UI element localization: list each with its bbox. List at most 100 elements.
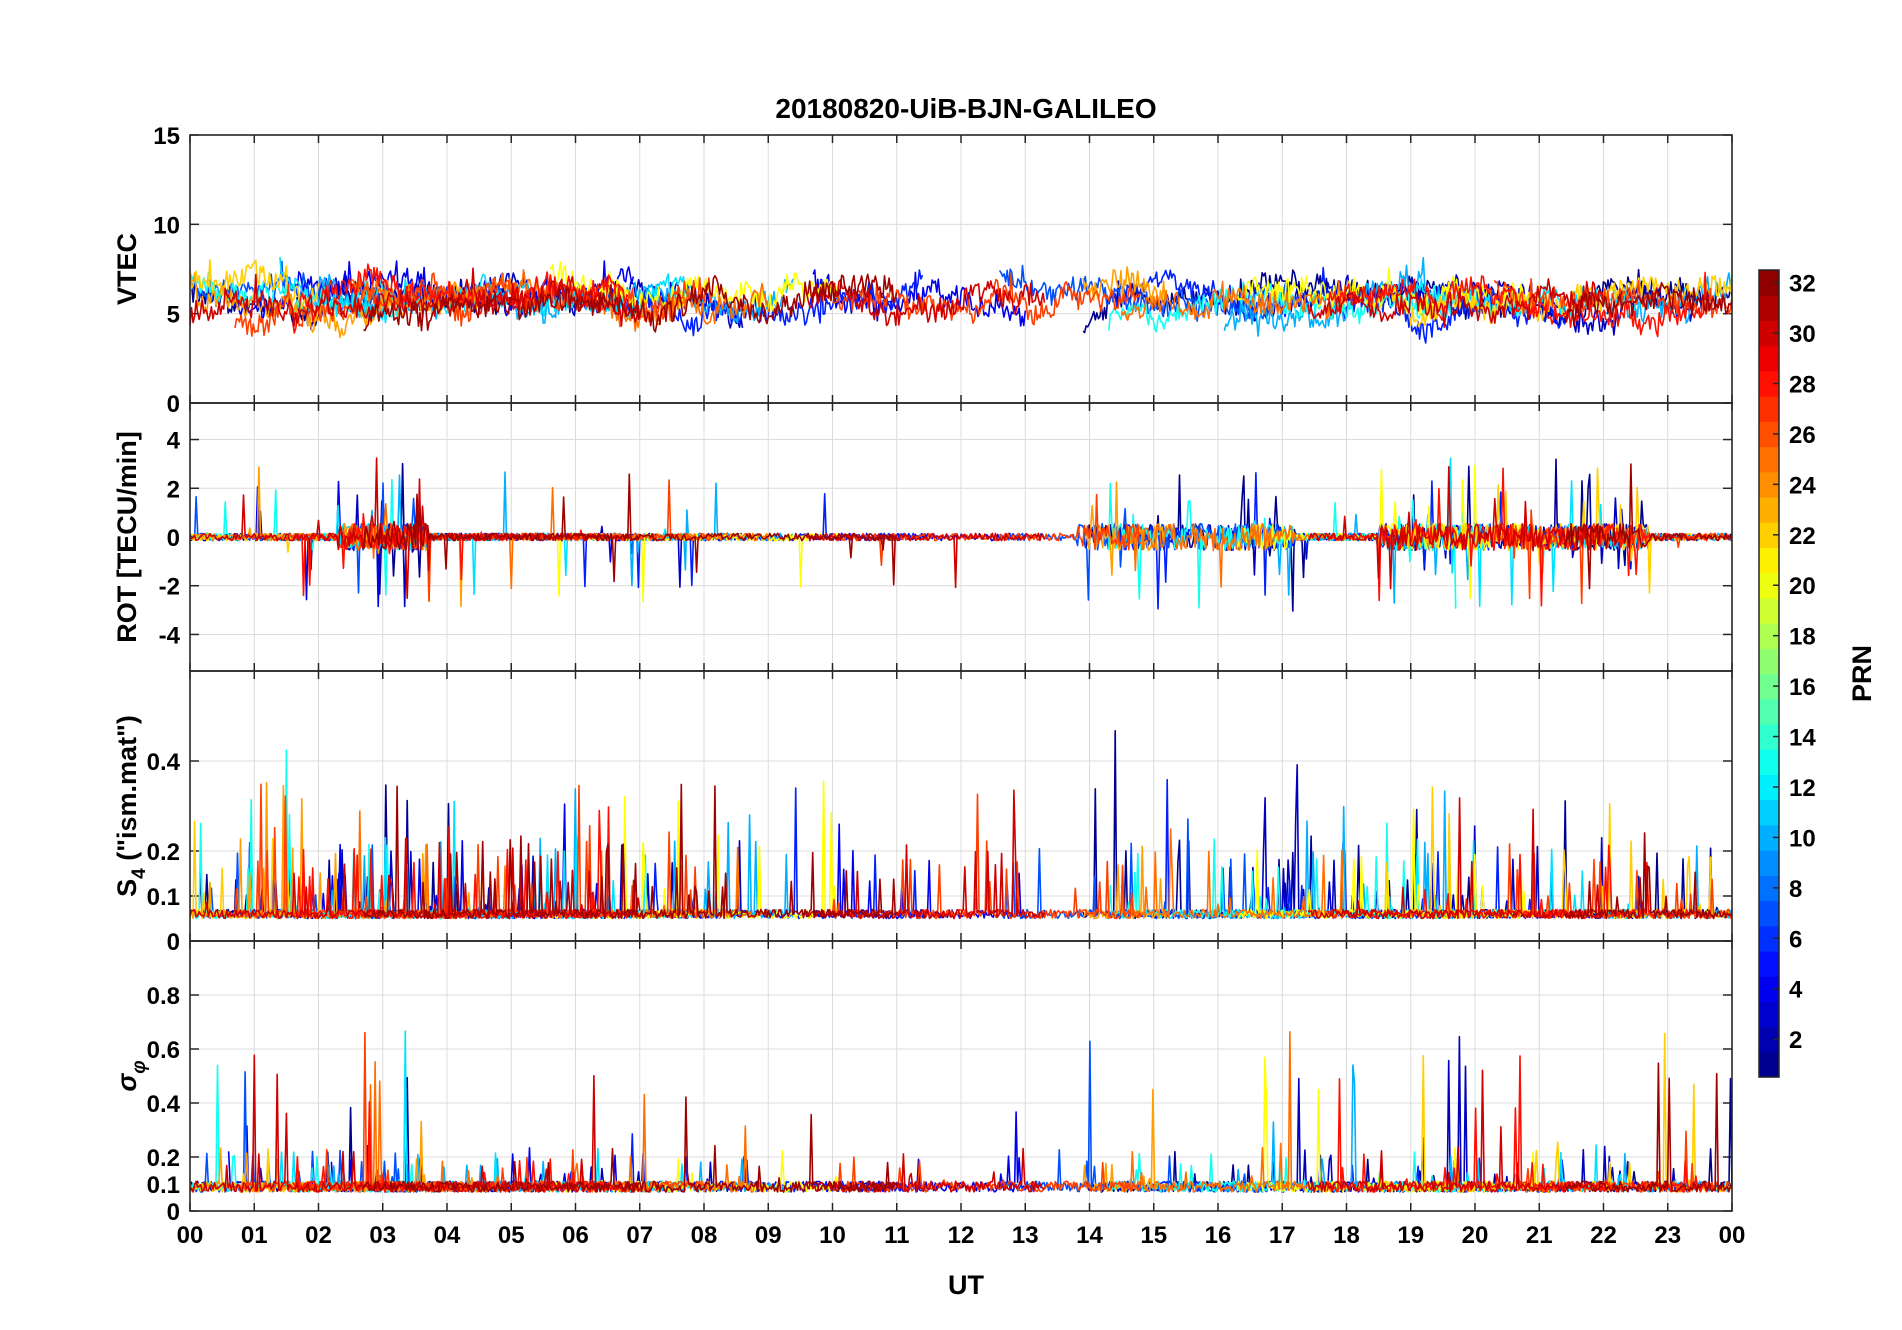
series-prn-31 [1564,1062,1732,1193]
series-prn-1 [1082,729,1732,920]
colorbar-segment [1759,345,1779,372]
y-tick-label: 0.2 [147,839,180,866]
x-tick-label: 04 [434,1222,461,1249]
colorbar-segment [1759,698,1779,725]
series-prn-24 [1120,522,1348,588]
colorbar-tick-label: 6 [1789,926,1802,953]
colorbar-tick-label: 12 [1789,775,1816,802]
series-prn-19 [549,532,840,603]
colorbar-tick-label: 30 [1789,321,1816,348]
colorbar-tick-label: 16 [1789,674,1816,701]
y-tick-label: 5 [167,302,180,329]
series-prn-30 [1307,797,1605,920]
colorbar-segment [1759,547,1779,574]
series-prn-24 [1120,280,1348,321]
colorbar-segment [1759,421,1779,448]
colorbar-segment [1759,875,1779,902]
x-tick-label: 17 [1269,1222,1296,1249]
y-tick-label: 0.2 [147,1145,180,1172]
x-tick-label: 22 [1590,1222,1617,1249]
colorbar-segment [1759,950,1779,977]
colorbar-segment [1759,496,1779,523]
colorbar-tick-label: 20 [1789,573,1816,600]
y-tick-label: -2 [159,574,180,601]
series-prn-30 [806,278,1046,327]
colorbar-segment [1759,396,1779,422]
x-tick-label: 06 [562,1222,589,1249]
series-prn-24 [349,1061,770,1193]
series-prn-27 [292,806,628,920]
colorbar-tick-label: 10 [1789,825,1816,852]
y-axis-label: σφ [112,1060,150,1091]
colorbar-segment [1759,471,1779,498]
series-prn-30 [806,1147,1046,1193]
series-traces [190,729,1732,920]
colorbar-segment [1759,799,1779,826]
colorbar-tick-label: 8 [1789,876,1802,903]
axes-box [189,940,1733,1212]
y-tick-label: 0.8 [147,983,180,1010]
colorbar-segment [1759,673,1779,700]
colorbar-tick-label: 2 [1789,1027,1802,1054]
colorbar-segment [1759,900,1779,927]
y-tick-label: 4 [167,428,181,455]
chart-title: 20180820-UiB-BJN-GALILEO [775,93,1156,124]
series-prn-30 [1307,1069,1605,1193]
series-traces [190,457,1732,612]
series-traces [190,1030,1732,1193]
colorbar-tick-label: 14 [1789,725,1816,752]
y-tick-label: 15 [153,123,180,150]
colorbar-tick-label: 24 [1789,472,1816,499]
x-tick-label: 07 [626,1222,653,1249]
colorbar-label: PRN [1847,645,1877,702]
series-prn-11 [279,504,692,596]
colorbar-segment [1759,370,1779,397]
x-tick-label: 18 [1333,1222,1360,1249]
y-tick-label: 0.1 [147,884,180,911]
series-prn-1 [1082,268,1732,334]
colorbar-tick-label: 18 [1789,624,1816,651]
series-prn-30 [1307,465,1605,590]
x-tick-label: 15 [1140,1222,1167,1249]
colorbar-tick-label: 32 [1789,271,1816,298]
y-tick-label: 0 [167,929,180,956]
colorbar-segment [1759,749,1779,775]
colorbar-segment [1759,623,1779,649]
panel-sigma_phi: 00 01 02 03 04 05 06 07 08 09 10 11 12 13 14 15 16 17 18 19… [112,940,1745,1249]
colorbar-segment [1759,1051,1779,1078]
colorbar-segment [1759,1001,1779,1028]
series-prn-27 [1326,844,1713,920]
series-prn-26 [234,1031,712,1193]
series-prn-31 [1564,832,1732,920]
colorbar-segment [1759,1026,1779,1053]
panel-s4: 0 0.1 0.2 0.4S4 ("ism.mat") [112,670,1733,956]
series-prn-26 [831,272,1141,326]
series-prn-24 [1120,828,1348,920]
colorbar-segment [1759,522,1779,549]
series-prn-31 [1564,281,1732,327]
x-tick-label: 00 [177,1222,204,1249]
x-tick-label: 08 [691,1222,718,1249]
series-prn-22 [1082,266,1168,307]
series-prn-21 [1384,1032,1732,1193]
y-tick-label: -4 [159,622,181,649]
colorbar-tick-label: 28 [1789,371,1816,398]
series-prn-5 [190,1071,423,1193]
x-axis-label: UT [948,1270,984,1300]
y-tick-label: 0.6 [147,1037,180,1064]
series-prn-30 [806,789,1046,920]
series-prn-21 [190,259,320,311]
x-tick-label: 09 [755,1222,782,1249]
x-tick-label: 14 [1076,1222,1103,1249]
series-prn-11 [279,257,692,324]
colorbar-segment [1759,597,1779,624]
x-tick-label: 19 [1397,1222,1424,1249]
y-axis-label: VTEC [112,233,142,305]
x-tick-label: 20 [1462,1222,1489,1249]
x-tick-label: 16 [1205,1222,1232,1249]
panel-vtec: 0 5 10 15 VTEC [112,123,1733,418]
y-axis-label: ROT [TECU/min] [112,431,142,642]
series-prn-31 [362,783,898,920]
